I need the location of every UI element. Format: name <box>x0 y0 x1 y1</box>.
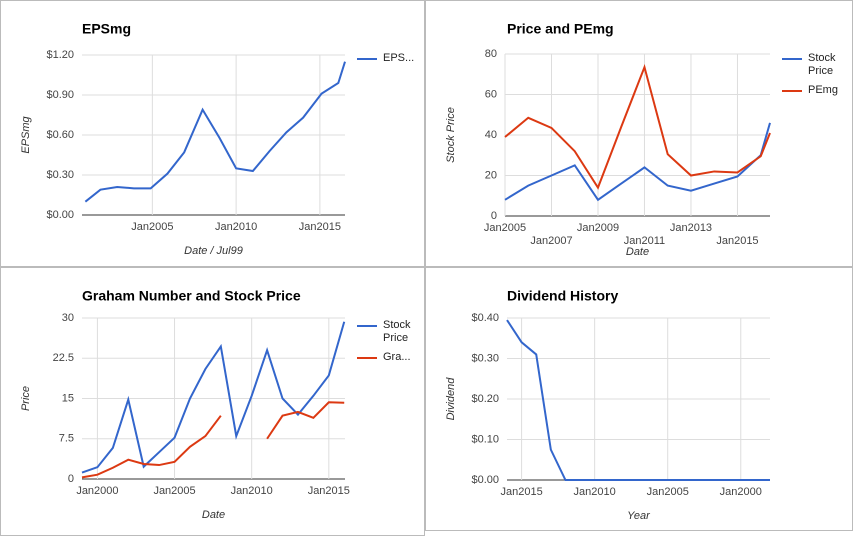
legend-entry: PEmg <box>782 84 854 97</box>
series-line <box>506 319 770 481</box>
series-line <box>266 401 345 440</box>
y-tick-label: 60 <box>485 88 497 100</box>
x-axis-label: Year <box>627 510 651 522</box>
legend-label: Gra... <box>383 351 411 363</box>
legend-swatch <box>782 58 802 60</box>
y-tick-label: $0.20 <box>471 393 499 405</box>
x-axis-label: Date <box>202 509 225 521</box>
x-tick-label: Jan2010 <box>215 221 257 233</box>
chart-title: EPSmg <box>82 21 131 37</box>
x-tick-label: Jan2000 <box>76 485 118 497</box>
x-axis-label: Date / Jul99 <box>184 245 243 257</box>
y-tick-label: 22.5 <box>53 352 74 364</box>
y-tick-label: 30 <box>62 312 74 324</box>
panel <box>0 267 425 536</box>
x-tick-label: Jan2005 <box>131 221 173 233</box>
x-tick-label: Jan2005 <box>153 485 195 497</box>
x-tick-label: Jan2013 <box>670 222 712 234</box>
x-tick-label: Jan2005 <box>647 486 689 498</box>
chart-title: Graham Number and Stock Price <box>82 288 301 304</box>
y-tick-label: $0.40 <box>471 312 499 324</box>
x-tick-label: Jan2010 <box>574 486 616 498</box>
legend-entry: Stock Price <box>782 52 854 78</box>
series-line <box>81 321 346 474</box>
y-tick-label: $1.20 <box>46 49 74 61</box>
legend-swatch <box>782 90 802 92</box>
y-axis-label: Dividend <box>445 377 457 421</box>
legend-entry: EPS... <box>357 52 429 65</box>
legend-swatch <box>357 357 377 359</box>
legend-swatch <box>357 58 377 60</box>
y-axis-label: Stock Price <box>445 107 457 163</box>
y-tick-label: 7.5 <box>59 433 74 445</box>
panel <box>425 0 853 267</box>
x-axis-label: Date <box>626 246 649 258</box>
y-tick-label: $0.30 <box>471 352 499 364</box>
y-tick-label: 0 <box>68 473 74 485</box>
series-line <box>81 415 222 479</box>
y-tick-label: 80 <box>485 48 497 60</box>
y-axis-label: EPSmg <box>20 115 32 153</box>
y-tick-label: 40 <box>485 129 497 141</box>
x-tick-label: Jan2015 <box>299 221 341 233</box>
chart-title: Price and PEmg <box>507 21 614 37</box>
panel <box>425 267 853 531</box>
legend-label: EPS... <box>383 52 415 64</box>
series-line <box>504 122 771 202</box>
panel <box>0 0 425 267</box>
legend-swatch <box>357 325 377 327</box>
legend-label: PEmg <box>808 84 838 96</box>
y-tick-label: $0.10 <box>471 433 499 445</box>
y-tick-label: $0.30 <box>46 169 74 181</box>
y-tick-label: $0.00 <box>46 209 74 221</box>
x-tick-label: Jan2015 <box>308 485 350 497</box>
y-tick-label: $0.60 <box>46 129 74 141</box>
legend-entry: Gra... <box>357 351 429 364</box>
y-tick-label: $0.90 <box>46 89 74 101</box>
series-line <box>504 63 771 190</box>
x-tick-label: Jan2005 <box>484 222 526 234</box>
y-tick-label: 15 <box>62 392 74 404</box>
y-tick-label: 0 <box>491 210 497 222</box>
y-tick-label: 20 <box>485 169 497 181</box>
x-tick-label: Jan2015 <box>716 235 758 247</box>
chart-title: Dividend History <box>507 288 618 304</box>
legend-entry: Stock Price <box>357 319 429 345</box>
x-tick-label: Jan2015 <box>501 486 543 498</box>
x-tick-label: Jan2000 <box>720 486 762 498</box>
legend-label: Stock Price <box>383 319 411 344</box>
x-tick-label: Jan2010 <box>231 485 273 497</box>
y-tick-label: $0.00 <box>471 474 499 486</box>
legend-label: Stock Price <box>808 52 836 77</box>
x-tick-label: Jan2009 <box>577 222 619 234</box>
x-tick-label: Jan2007 <box>530 235 572 247</box>
x-tick-label: Jan2011 <box>624 235 665 247</box>
series-line <box>84 61 346 203</box>
y-axis-label: Price <box>20 386 32 411</box>
